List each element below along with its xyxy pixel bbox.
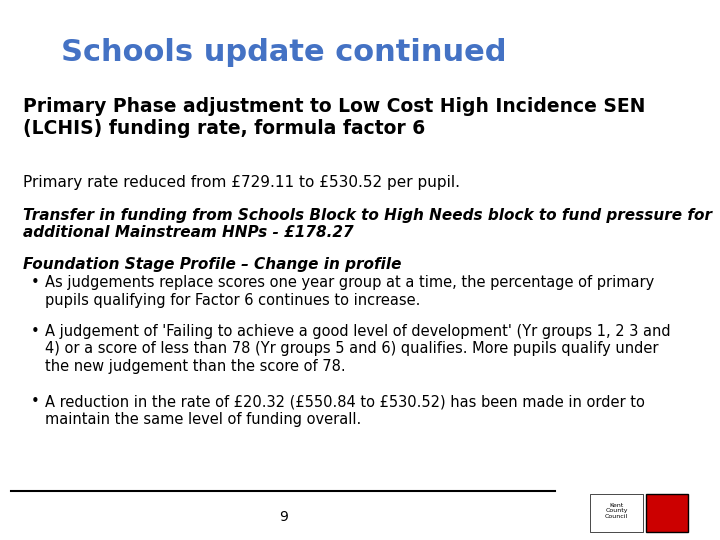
Text: •: • [31, 324, 40, 339]
Text: Kent
County
Council: Kent County Council [605, 503, 629, 519]
Text: •: • [31, 275, 40, 291]
FancyBboxPatch shape [646, 494, 688, 532]
Text: •: • [31, 394, 40, 409]
Text: Primary Phase adjustment to Low Cost High Incidence SEN
(LCHIS) funding rate, fo: Primary Phase adjustment to Low Cost Hig… [22, 97, 645, 138]
FancyBboxPatch shape [590, 494, 643, 532]
Text: Transfer in funding from Schools Block to High Needs block to fund pressure for
: Transfer in funding from Schools Block t… [22, 208, 711, 240]
Text: As judgements replace scores one year group at a time, the percentage of primary: As judgements replace scores one year gr… [45, 275, 654, 308]
Text: A reduction in the rate of £20.32 (£550.84 to £530.52) has been made in order to: A reduction in the rate of £20.32 (£550.… [45, 394, 645, 427]
Text: Primary rate reduced from £729.11 to £530.52 per pupil.: Primary rate reduced from £729.11 to £53… [22, 176, 459, 191]
Text: A judgement of 'Failing to achieve a good level of development' (Yr groups 1, 2 : A judgement of 'Failing to achieve a goo… [45, 324, 671, 374]
Text: 9: 9 [279, 510, 288, 524]
Text: Schools update continued: Schools update continued [60, 38, 506, 67]
Text: Foundation Stage Profile – Change in profile: Foundation Stage Profile – Change in pro… [22, 256, 401, 272]
